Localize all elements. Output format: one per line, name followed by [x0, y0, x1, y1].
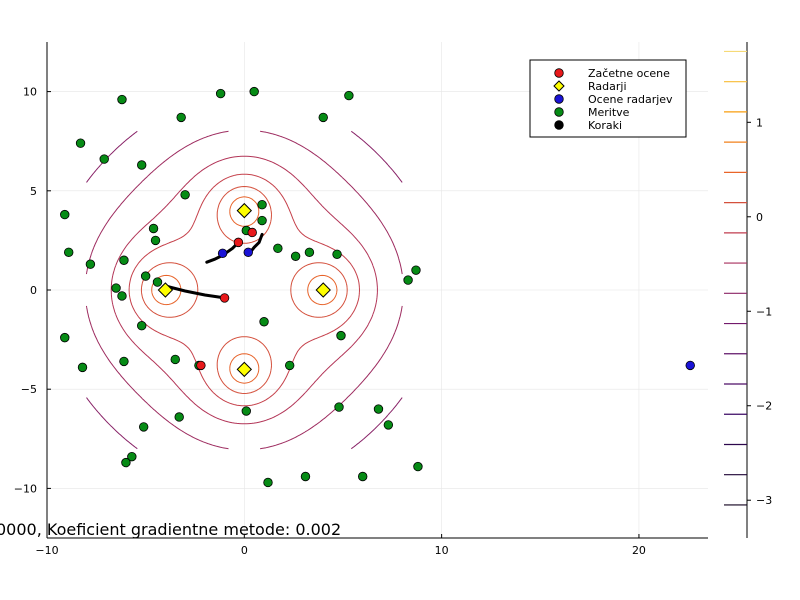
y-tick-label: 0 — [30, 284, 37, 297]
radar-point — [315, 282, 331, 298]
data-point — [241, 406, 251, 416]
data-point — [257, 199, 267, 210]
legend-marker — [554, 94, 564, 104]
data-point — [304, 247, 315, 258]
data-point — [111, 283, 121, 293]
data-point — [219, 293, 230, 303]
data-point — [77, 362, 88, 373]
data-point — [273, 243, 283, 254]
legend-label: Radarji — [588, 80, 627, 93]
y-tick-label: −10 — [14, 482, 37, 495]
data-point — [300, 471, 311, 482]
y-tick-label: 5 — [30, 185, 37, 198]
data-point — [170, 354, 180, 365]
data-point — [196, 360, 206, 371]
data-point — [383, 420, 394, 430]
legend-label: Ocene radarjev — [588, 93, 673, 106]
data-point — [180, 190, 190, 200]
data-point — [243, 247, 253, 258]
contour-level — [151, 196, 338, 384]
colorbar-tick-label: −3 — [756, 494, 772, 507]
chart-annotation: 0000, Koeficient gradientne metode: 0.00… — [0, 520, 341, 539]
data-point — [403, 275, 413, 285]
colorbar: −3 −2 −1 0 1 — [724, 42, 772, 538]
data-point — [413, 461, 423, 472]
legend-marker — [554, 68, 564, 78]
data-point — [685, 360, 695, 371]
x-tick-label: −10 — [35, 544, 58, 557]
data-point — [318, 112, 328, 123]
legend-marker — [554, 107, 564, 117]
data-point — [117, 291, 127, 301]
data-point — [257, 215, 267, 226]
colorbar-tick-label: −1 — [756, 305, 772, 318]
data-point — [290, 251, 301, 261]
data-point — [344, 90, 354, 101]
data-point — [119, 255, 129, 265]
data-point — [174, 412, 184, 422]
data-point — [247, 227, 257, 238]
data-point — [60, 209, 70, 220]
x-tick-label: 0 — [241, 544, 248, 557]
data-point — [332, 249, 342, 259]
colorbar-tick-label: −2 — [756, 400, 772, 413]
data-point — [263, 477, 273, 488]
y-tick-label: 10 — [23, 86, 37, 99]
data-point — [137, 321, 147, 331]
data-point — [334, 402, 344, 412]
data-point — [176, 112, 186, 123]
data-point — [358, 471, 368, 482]
legend-label: Meritve — [588, 106, 630, 119]
data-point — [284, 360, 295, 371]
data-point — [259, 317, 269, 327]
x-tick-label: 10 — [435, 544, 449, 557]
x-tick-label: 20 — [632, 544, 646, 557]
data-point — [60, 332, 70, 343]
data-point — [150, 235, 161, 246]
legend-label: Koraki — [588, 119, 622, 132]
data-point — [75, 138, 86, 148]
data-point — [215, 88, 226, 99]
radar-point — [236, 202, 253, 219]
data-point — [373, 404, 384, 414]
data-point — [217, 248, 228, 258]
data-point — [64, 247, 74, 258]
data-point — [137, 160, 147, 170]
data-point — [411, 265, 421, 275]
data-point — [138, 422, 149, 432]
data-point — [121, 457, 131, 468]
contour-lines — [86, 130, 403, 450]
data-point — [249, 86, 259, 97]
y-tick-label: −5 — [21, 383, 37, 396]
contour-level — [86, 130, 403, 450]
data-point — [152, 277, 163, 287]
data-point — [140, 271, 151, 281]
scatter-points — [60, 86, 695, 488]
data-point — [119, 356, 129, 367]
contour-level — [110, 155, 378, 425]
data-point — [85, 259, 96, 269]
data-point — [99, 154, 109, 164]
data-point — [148, 223, 159, 234]
steps-paths — [163, 232, 264, 300]
data-point — [233, 237, 244, 248]
radar-point — [157, 282, 174, 298]
colorbar-tick-label: 1 — [756, 116, 763, 129]
legend-marker — [553, 80, 565, 92]
contour-level — [128, 173, 360, 407]
data-point — [127, 451, 137, 462]
legend-marker — [554, 120, 564, 130]
radar-point — [236, 361, 253, 378]
colorbar-tick-label: 0 — [756, 211, 763, 224]
data-point — [117, 94, 127, 105]
step-path — [163, 284, 227, 300]
axis-ticks: −10 0 10 20 −10 −5 0 5 10 — [14, 86, 646, 557]
contour-level — [140, 186, 348, 394]
data-point — [336, 330, 346, 341]
legend-label: Začetne ocene — [588, 67, 670, 80]
